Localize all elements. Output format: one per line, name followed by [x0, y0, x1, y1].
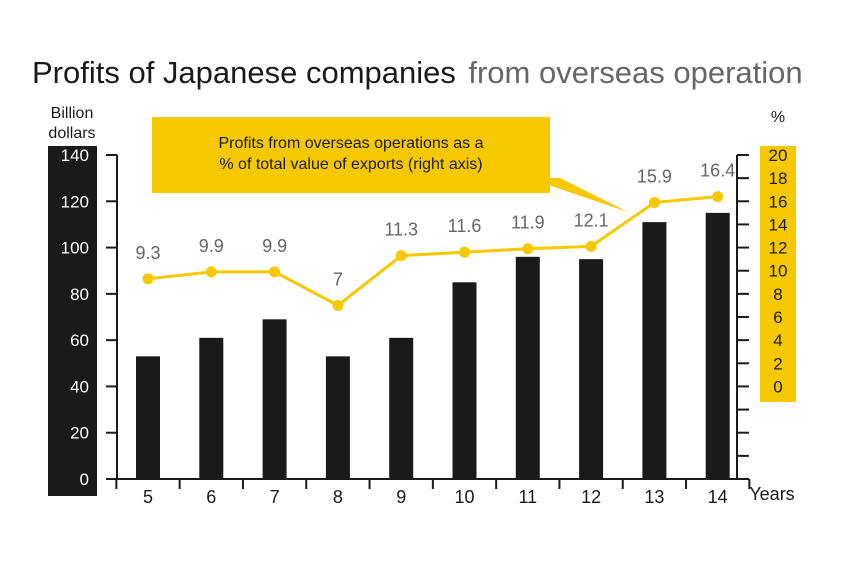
line-point: [585, 240, 597, 252]
data-label: 11.9: [511, 213, 545, 233]
left-tick-label: 120: [61, 192, 89, 211]
bar: [705, 212, 730, 479]
x-tick-label: 14: [708, 487, 728, 507]
x-tick-label: 6: [206, 487, 216, 507]
callout-line-2: % of total value of exports (right axis): [219, 156, 482, 173]
x-tick-label: 13: [644, 487, 664, 507]
chart-title-sub: from overseas operation: [468, 55, 802, 90]
callout-pointer: [528, 178, 628, 212]
right-tick-label: 8: [773, 285, 782, 304]
x-tick-label: 7: [270, 487, 280, 507]
left-tick-label: 80: [70, 285, 89, 304]
line-point: [269, 266, 281, 278]
right-axis-panel: [760, 146, 796, 402]
data-label: 11.3: [384, 220, 418, 240]
data-label: 12.1: [574, 210, 609, 230]
data-label: 9.9: [199, 236, 224, 256]
x-axis-ticks: 5 6 7 8 9 10 11 12 13 14: [115, 479, 751, 507]
line-point: [712, 191, 724, 203]
bar: [325, 356, 350, 479]
line-path: [147, 195, 718, 307]
right-tick-label: 18: [769, 169, 788, 188]
data-label: 9.3: [135, 243, 160, 263]
right-tick-label: 16: [769, 192, 788, 211]
line-point: [648, 196, 660, 208]
right-tick-label: 20: [769, 146, 788, 165]
line-point: [522, 243, 534, 255]
line-series: [142, 191, 724, 311]
bar: [136, 356, 160, 479]
right-tick-label: 2: [773, 354, 782, 373]
data-label: 11.6: [448, 216, 482, 236]
bar: [579, 259, 604, 479]
chart-title: Profits of Japanese companies from overs…: [32, 55, 803, 90]
left-tick-label: 20: [70, 424, 89, 443]
data-label: 15.9: [637, 166, 672, 186]
left-tick-label: 140: [61, 146, 89, 165]
right-tick-label: 10: [769, 262, 788, 281]
right-tick-label: 0: [773, 377, 782, 396]
x-axis-label: Years: [749, 484, 794, 504]
x-tick-label: 10: [454, 487, 474, 507]
data-label: 16.4: [700, 161, 735, 181]
left-tick-label: 60: [70, 331, 89, 350]
left-axis-label-line-2: dollars: [48, 125, 95, 142]
line-point: [395, 250, 407, 262]
bar: [452, 282, 477, 479]
bar-series: [136, 212, 730, 479]
left-axis-panel: [48, 146, 97, 496]
left-axis-ticks: 0 20 40 60 80 100 120 140: [61, 146, 117, 489]
left-axis-label-line-1: Billion: [51, 105, 94, 122]
x-tick-label: 9: [396, 487, 406, 507]
x-tick-label: 12: [581, 487, 601, 507]
bar: [389, 337, 414, 479]
left-tick-label: 0: [80, 470, 89, 489]
x-tick-label: 8: [333, 487, 343, 507]
line-point: [142, 273, 154, 285]
chart-title-main: Profits of Japanese companies: [32, 55, 456, 90]
bar: [515, 256, 540, 479]
right-tick-label: 12: [769, 239, 788, 258]
right-axis-label: %: [771, 109, 785, 126]
x-tick-label: 11: [518, 487, 537, 507]
bar: [642, 222, 667, 479]
left-tick-label: 40: [70, 377, 89, 396]
data-label: 9.9: [262, 236, 287, 256]
line-point: [459, 246, 470, 258]
line-point: [332, 299, 344, 311]
callout-line-1: Profits from overseas operations as a: [218, 135, 483, 152]
line-data-labels: 9.3 9.9 9.9 7 11.3 11.6 11.9 12.1 15.9 16.4: [135, 161, 735, 290]
left-tick-label: 100: [61, 239, 89, 258]
data-label: 7: [333, 269, 343, 289]
right-tick-label: 4: [773, 331, 782, 350]
line-point: [205, 266, 217, 278]
bar: [262, 319, 287, 479]
callout-box: [152, 117, 550, 193]
x-tick-label: 5: [143, 487, 153, 507]
bar: [199, 337, 224, 479]
right-axis-ticks: 0 2 4 6 8 10 12 14 16 18 20: [737, 146, 788, 480]
right-tick-label: 6: [773, 308, 782, 327]
right-tick-label: 14: [769, 215, 788, 234]
